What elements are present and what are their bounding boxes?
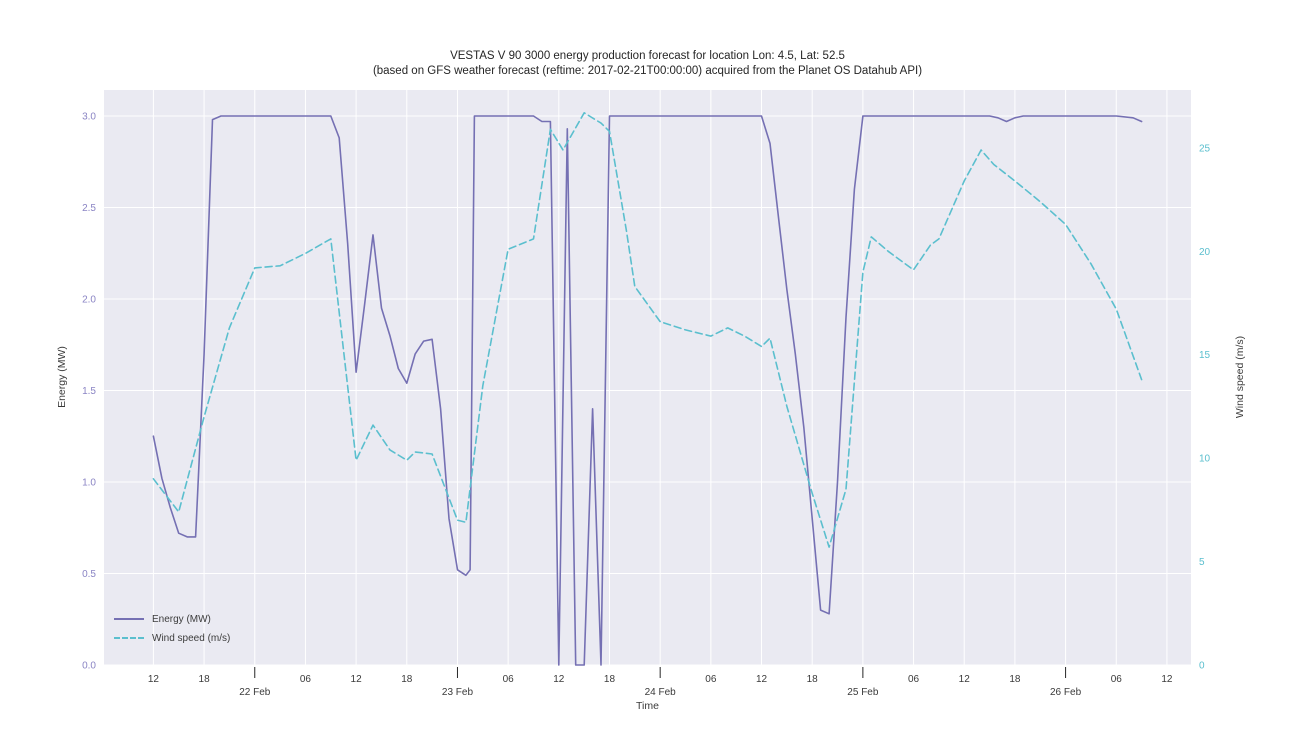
x-tick-label: 18	[199, 674, 211, 685]
x-tick-label: 12	[148, 674, 160, 685]
x-tick-label: 06	[908, 674, 920, 685]
y-tick-label-right: 25	[1199, 143, 1211, 154]
x-tick-label: 06	[705, 674, 717, 685]
legend-item-energy: Energy (MW)	[114, 612, 230, 626]
legend-label-energy: Energy (MW)	[152, 613, 211, 625]
plot-background	[104, 90, 1191, 665]
x-tick-label: 06	[300, 674, 312, 685]
x-tick-label: 18	[604, 674, 616, 685]
x-tick-label: 12	[959, 674, 971, 685]
y-tick-label-left: 0.0	[82, 661, 96, 672]
x-day-label: 26 Feb	[1050, 687, 1082, 698]
x-day-label: 22 Feb	[239, 687, 271, 698]
x-tick-label: 12	[553, 674, 565, 685]
series-line-wind	[152, 112, 1143, 548]
y-tick-label-right: 0	[1199, 661, 1205, 672]
y-tick-label-left: 1.5	[82, 386, 96, 397]
legend-item-wind: Wind speed (m/s)	[114, 631, 230, 645]
legend-line-wind-icon	[114, 637, 144, 639]
chart-title: VESTAS V 90 3000 energy production forec…	[450, 50, 845, 62]
x-day-label: 23 Feb	[442, 687, 474, 698]
x-tick-label: 18	[807, 674, 819, 685]
y-tick-label-right: 20	[1199, 247, 1211, 258]
y-tick-label-right: 10	[1199, 454, 1211, 465]
y-tick-label-left: 0.5	[82, 569, 96, 580]
x-tick-label: 12	[756, 674, 768, 685]
series-line-energy	[152, 115, 1143, 666]
x-axis-label: Time	[636, 700, 659, 712]
y-tick-label-left: 2.5	[82, 203, 96, 214]
x-tick-label: 06	[503, 674, 515, 685]
y-tick-label-left: 1.0	[82, 477, 96, 488]
x-tick-label: 12	[1161, 674, 1173, 685]
y-tick-label-right: 15	[1199, 350, 1211, 361]
x-tick-label: 06	[1111, 674, 1123, 685]
legend: Energy (MW) Wind speed (m/s)	[114, 612, 230, 645]
legend-label-wind: Wind speed (m/s)	[152, 632, 231, 644]
x-day-label: 24 Feb	[645, 687, 677, 698]
chart-subtitle: (based on GFS weather forecast (reftime:…	[372, 65, 923, 77]
x-tick-label: 18	[1009, 674, 1021, 685]
y-tick-label-left: 3.0	[82, 111, 96, 122]
legend-line-energy-icon	[114, 618, 144, 620]
y-axis-label-left: Energy (MW)	[56, 346, 68, 408]
x-day-label: 25 Feb	[847, 687, 879, 698]
y-axis-label-right: Wind speed (m/s)	[1234, 335, 1246, 419]
x-tick-label: 12	[351, 674, 363, 685]
x-tick-label: 18	[401, 674, 413, 685]
y-tick-label-left: 2.0	[82, 294, 96, 305]
y-tick-label-right: 5	[1199, 557, 1205, 568]
